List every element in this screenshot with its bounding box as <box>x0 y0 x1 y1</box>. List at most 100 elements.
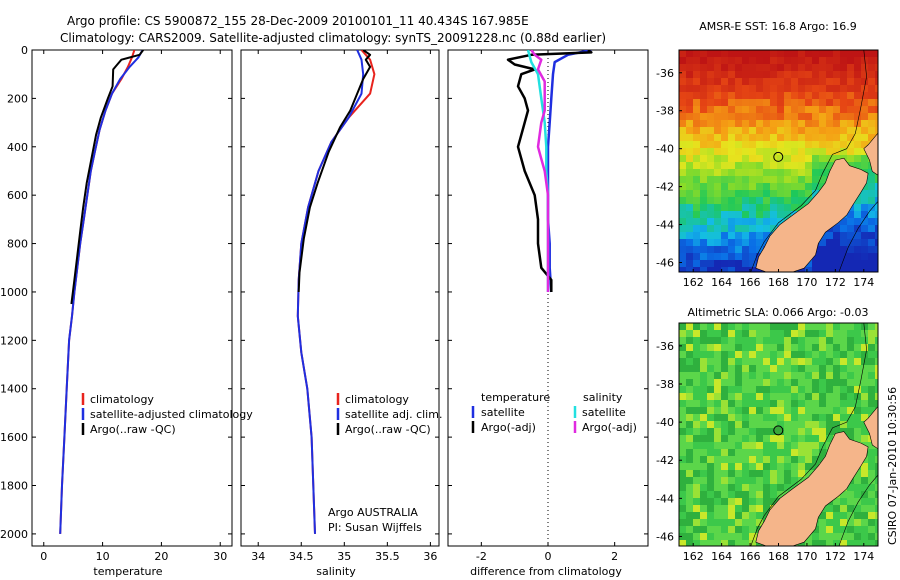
map-x-tick-label: 174 <box>853 276 874 289</box>
map-cell <box>728 456 736 464</box>
map-cell <box>812 358 820 366</box>
x-tick-label: 20 <box>154 550 168 563</box>
map-cell <box>693 323 701 331</box>
map-cell <box>763 78 771 86</box>
map-cell <box>742 344 750 352</box>
map-cell <box>805 127 813 135</box>
map-cell <box>819 323 827 331</box>
map-cell <box>707 351 715 359</box>
map-cell <box>700 533 708 541</box>
map-cell <box>819 134 827 142</box>
map-cell <box>763 330 771 338</box>
map-cell <box>777 344 785 352</box>
series-line-argo-raw-qc- <box>297 50 372 293</box>
map-cell <box>805 344 813 352</box>
map-cell <box>686 225 694 233</box>
map-cell <box>763 400 771 408</box>
map-cell <box>798 463 806 471</box>
map-cell <box>735 435 743 443</box>
map-cell <box>875 337 878 345</box>
map-cell <box>812 323 820 331</box>
map-cell <box>756 204 764 212</box>
map-cell <box>854 218 862 226</box>
map-cell <box>735 337 743 345</box>
map-cell <box>777 358 785 366</box>
map-cell <box>868 120 876 128</box>
map-cell <box>812 421 820 429</box>
map-cell <box>861 71 869 79</box>
map-cell <box>742 456 750 464</box>
map-cell <box>749 386 757 394</box>
map-cell <box>707 358 715 366</box>
map-cell <box>847 162 855 170</box>
map-cell <box>700 92 708 100</box>
map-cell <box>847 155 855 163</box>
y-tick-label: 1200 <box>0 334 28 347</box>
map-cell <box>700 491 708 499</box>
map-cell <box>770 442 778 450</box>
map-cell <box>840 92 848 100</box>
map-cell <box>763 92 771 100</box>
map-y-tick-label: -36 <box>656 67 674 80</box>
map-cell <box>763 120 771 128</box>
map-cell <box>868 85 876 93</box>
map-cell <box>707 99 715 107</box>
map-cell <box>833 253 841 261</box>
map-cell <box>714 365 722 373</box>
map-cell <box>847 526 855 534</box>
map-cell <box>728 323 736 331</box>
map-cell <box>763 365 771 373</box>
map-cell <box>847 498 855 506</box>
map-cell <box>707 505 715 513</box>
argo-annotation-1: Argo AUSTRALIA <box>328 506 418 519</box>
map-cell <box>714 218 722 226</box>
map-cell <box>840 351 848 359</box>
map-cell <box>875 253 878 261</box>
map-cell <box>693 344 701 352</box>
map-cell <box>812 78 820 86</box>
map-cell <box>833 428 841 436</box>
map-cell <box>749 442 757 450</box>
map-cell <box>791 113 799 121</box>
map-cell <box>756 365 764 373</box>
map-cell <box>812 92 820 100</box>
map-cell <box>812 148 820 156</box>
map-cell <box>798 407 806 415</box>
y-tick-label: 1600 <box>0 431 28 444</box>
map-cell <box>875 519 878 527</box>
map-cell <box>714 484 722 492</box>
map-cell <box>826 351 834 359</box>
map-cell <box>756 148 764 156</box>
map-cell <box>714 120 722 128</box>
map-cell <box>819 421 827 429</box>
map-cell <box>791 379 799 387</box>
map-cell <box>861 372 869 380</box>
map-cell <box>721 134 729 142</box>
map-cell <box>840 57 848 65</box>
map-cell <box>735 225 743 233</box>
map-cell <box>714 211 722 219</box>
map-cell <box>756 197 764 205</box>
map-cell <box>868 113 876 121</box>
map-cell <box>819 540 827 546</box>
map-cell <box>714 127 722 135</box>
map-cell <box>847 134 855 142</box>
map-cell <box>854 253 862 261</box>
map-cell <box>707 78 715 86</box>
map-cell <box>742 106 750 114</box>
map-cell <box>679 379 687 387</box>
map-cell <box>714 498 722 506</box>
map-cell <box>735 204 743 212</box>
map-cell <box>777 190 785 198</box>
map-cell <box>686 344 694 352</box>
map-cell <box>854 323 862 331</box>
map-cell <box>861 50 869 58</box>
map-cell <box>728 337 736 345</box>
map-cell <box>812 169 820 177</box>
map-cell <box>812 428 820 436</box>
map-cell <box>756 414 764 422</box>
map-cell <box>833 106 841 114</box>
map-cell <box>756 92 764 100</box>
map-cell <box>686 57 694 65</box>
map-cell <box>735 85 743 93</box>
